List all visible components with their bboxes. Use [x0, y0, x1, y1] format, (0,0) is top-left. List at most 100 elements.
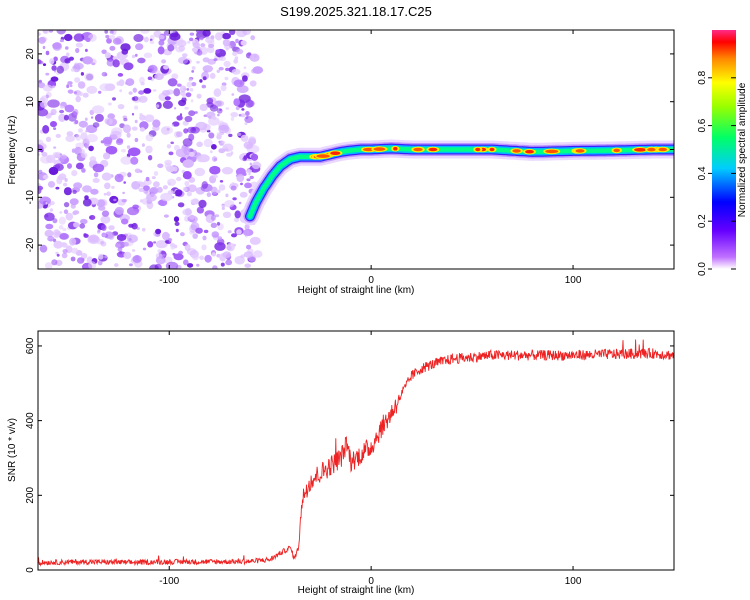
- noise-speckle: [183, 128, 189, 134]
- noise-speckle: [108, 225, 115, 231]
- noise-speckle: [112, 97, 116, 101]
- noise-speckle: [131, 249, 136, 252]
- noise-speckle: [244, 182, 252, 189]
- noise-speckle: [157, 200, 164, 206]
- noise-speckle: [77, 81, 86, 89]
- x-tick-label: 0: [368, 576, 374, 587]
- noise-speckle: [210, 222, 218, 228]
- noise-speckle: [42, 174, 49, 180]
- noise-speckle: [192, 233, 198, 240]
- noise-speckle: [134, 119, 138, 124]
- noise-speckle: [58, 225, 64, 230]
- noise-speckle: [194, 111, 198, 114]
- noise-speckle: [104, 52, 111, 59]
- noise-speckle: [202, 65, 213, 73]
- noise-speckle: [82, 92, 89, 98]
- noise-speckle: [140, 30, 150, 34]
- noise-speckle: [110, 130, 122, 140]
- noise-speckle: [64, 104, 75, 113]
- noise-speckle: [173, 216, 180, 223]
- noise-speckle: [38, 144, 44, 153]
- noise-speckle: [85, 129, 88, 133]
- noise-speckle: [168, 151, 174, 156]
- noise-speckle: [56, 30, 66, 35]
- snr-x-axis-title: Height of straight line (km): [298, 585, 415, 596]
- noise-speckle: [172, 121, 180, 127]
- noise-speckle: [106, 59, 115, 67]
- noise-speckle: [103, 192, 107, 196]
- noise-speckle: [230, 185, 237, 191]
- noise-speckle: [39, 196, 51, 205]
- noise-speckle: [56, 253, 60, 257]
- noise-speckle: [42, 84, 53, 92]
- noise-speckle: [55, 186, 60, 190]
- noise-speckle: [202, 30, 211, 37]
- noise-speckle: [127, 147, 141, 157]
- noise-speckle: [163, 214, 169, 218]
- ridge-hotspot: [428, 147, 438, 152]
- noise-speckle: [67, 81, 73, 85]
- noise-speckle: [92, 122, 100, 128]
- spectrogram-x-axis-title: Height of straight line (km): [298, 285, 415, 296]
- noise-speckle: [182, 138, 193, 147]
- noise-speckle: [137, 180, 143, 184]
- noise-speckle: [196, 141, 203, 148]
- snr-panel: -100 0 100 0 200 400 600 Height of straight l…: [7, 330, 675, 596]
- noise-speckle: [249, 80, 257, 87]
- noise-speckle: [75, 134, 81, 141]
- noise-speckle: [188, 78, 193, 82]
- noise-speckle: [121, 48, 129, 55]
- noise-speckle: [173, 253, 184, 261]
- colorbar-tick-label: 0.6: [697, 118, 708, 132]
- noise-speckle: [89, 215, 96, 220]
- colorbar: 0.0 0.2 0.4 0.6 0.8 Normalized spectral ampl…: [697, 30, 748, 276]
- noise-speckle: [147, 241, 154, 248]
- noise-speckle: [64, 58, 71, 64]
- noise-speckle: [55, 133, 61, 138]
- y-tick-label: -20: [25, 237, 36, 252]
- noise-speckle: [169, 32, 181, 41]
- noise-speckle: [167, 178, 177, 186]
- noise-speckle: [209, 72, 216, 79]
- noise-speckle: [47, 99, 60, 108]
- noise-speckle: [199, 103, 208, 112]
- noise-speckle: [88, 261, 97, 269]
- noise-speckle: [201, 84, 206, 89]
- noise-speckle: [84, 143, 90, 149]
- noise-speckle: [218, 148, 226, 154]
- noise-speckle: [240, 254, 246, 258]
- noise-speckle: [44, 212, 55, 222]
- noise-speckle: [203, 138, 213, 148]
- noise-speckle: [134, 137, 139, 143]
- noise-speckle: [38, 169, 43, 174]
- noise-speckle: [145, 176, 150, 182]
- noise-speckle: [225, 67, 230, 72]
- noise-speckle: [231, 93, 235, 96]
- noise-speckle: [145, 145, 153, 154]
- noise-speckle: [209, 104, 219, 112]
- ridge-hotspot: [525, 149, 534, 154]
- ridge-hotspot: [330, 151, 341, 155]
- noise-speckle: [40, 95, 49, 104]
- noise-speckle: [229, 30, 236, 35]
- noise-speckle: [221, 207, 225, 211]
- noise-speckle: [78, 148, 85, 155]
- noise-speckle: [187, 263, 194, 268]
- noise-speckle: [182, 187, 188, 192]
- noise-speckle: [230, 151, 234, 155]
- noise-speckle: [70, 247, 79, 254]
- noise-speckle: [113, 198, 117, 202]
- noise-speckle: [191, 198, 199, 205]
- noise-speckle: [200, 43, 206, 48]
- noise-speckle: [101, 224, 107, 231]
- noise-speckle: [88, 145, 94, 152]
- noise-speckle: [241, 108, 245, 111]
- noise-speckle: [243, 66, 247, 69]
- noise-speckle: [235, 38, 239, 44]
- noise-speckle: [99, 83, 112, 92]
- noise-speckle: [184, 106, 189, 110]
- noise-speckle: [202, 76, 207, 81]
- noise-speckle: [85, 37, 91, 43]
- noise-speckle: [114, 206, 124, 215]
